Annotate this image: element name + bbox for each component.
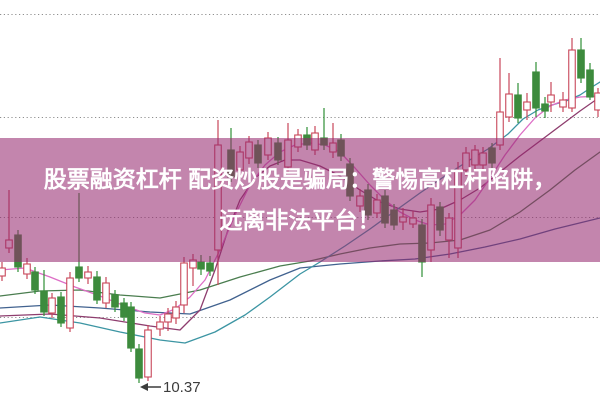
low-annotation: 10.37: [140, 379, 201, 396]
warning-banner-overlay: 股票融资杠杆 配资炒股是骗局：警惕高杠杆陷阱， 远离非法平台！: [0, 138, 600, 262]
banner-title-line2: 远离非法平台！: [219, 206, 381, 233]
banner-title-line1: 股票融资杠杆 配资炒股是骗局：警惕高杠杆陷阱，: [43, 166, 557, 193]
low-annotation-label: 10.37: [163, 379, 201, 396]
low-annotation-arrow-head: [140, 383, 148, 391]
